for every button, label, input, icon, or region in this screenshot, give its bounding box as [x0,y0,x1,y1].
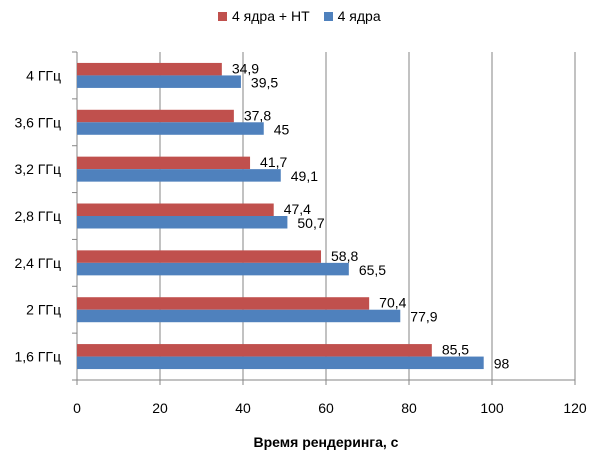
data-label-ht-6: 85,5 [442,342,469,358]
y-tick-label-1: 3,6 ГГц [14,114,61,130]
x-axis-title: Время рендеринга, с [253,434,399,450]
legend-swatch-cores [323,11,333,21]
y-tick-label-3: 2,8 ГГц [14,208,61,224]
bar-ht-0 [77,62,222,76]
legend-label-cores: 4 ядра [337,8,381,24]
bar-cores-4 [77,262,349,276]
data-label-cores-4: 65,5 [359,262,386,278]
bar-cores-2 [77,169,281,182]
bar-ht-6 [77,344,432,357]
bar-ht-4 [77,250,322,263]
x-tick-label-1: 20 [152,400,168,416]
y-tick-label-0: 4 ГГц [26,67,61,83]
data-label-ht-5: 70,4 [379,295,406,311]
data-label-cores-5: 77,9 [410,309,437,325]
bar-ht-1 [77,109,234,123]
x-tick-label-4: 80 [401,400,417,416]
bar-cores-3 [77,216,288,229]
y-tick-label-5: 2 ГГц [26,302,61,318]
bar-ht-5 [77,297,370,310]
x-tick-label-5: 100 [480,400,504,416]
data-label-cores-0: 39,5 [251,74,278,90]
x-tick-label-2: 40 [235,400,251,416]
bar-cores-1 [77,122,264,135]
data-label-ht-4: 58,8 [331,248,358,264]
data-label-ht-3: 47,4 [284,201,311,217]
y-tick-label-6: 1,6 ГГц [14,349,61,365]
data-label-cores-1: 45 [274,121,290,137]
data-label-cores-2: 49,1 [291,168,318,184]
x-tick-label-0: 0 [73,400,81,416]
bar-ht-3 [77,203,274,216]
data-label-ht-1: 37,8 [244,107,271,123]
legend-label-ht: 4 ядра + HT [232,8,310,24]
data-label-ht-0: 34,9 [232,60,259,76]
bar-cores-6 [77,356,484,370]
y-tick-label-2: 3,2 ГГц [14,161,61,177]
x-tick-label-6: 120 [563,400,587,416]
legend-item-ht: 4 ядра + HT [218,8,310,24]
data-label-cores-6: 98 [494,356,510,372]
legend-item-cores: 4 ядра [323,8,381,24]
chart-legend: 4 ядра + HT 4 ядра [218,8,395,24]
legend-swatch-ht [218,11,227,21]
y-tick-label-4: 2,4 ГГц [14,255,61,271]
bar-cores-0 [77,75,241,88]
bar-ht-2 [77,156,251,170]
data-label-ht-2: 41,7 [260,154,287,170]
x-tick-label-3: 60 [318,400,334,416]
data-label-cores-3: 50,7 [297,215,324,231]
bar-cores-5 [77,309,401,323]
